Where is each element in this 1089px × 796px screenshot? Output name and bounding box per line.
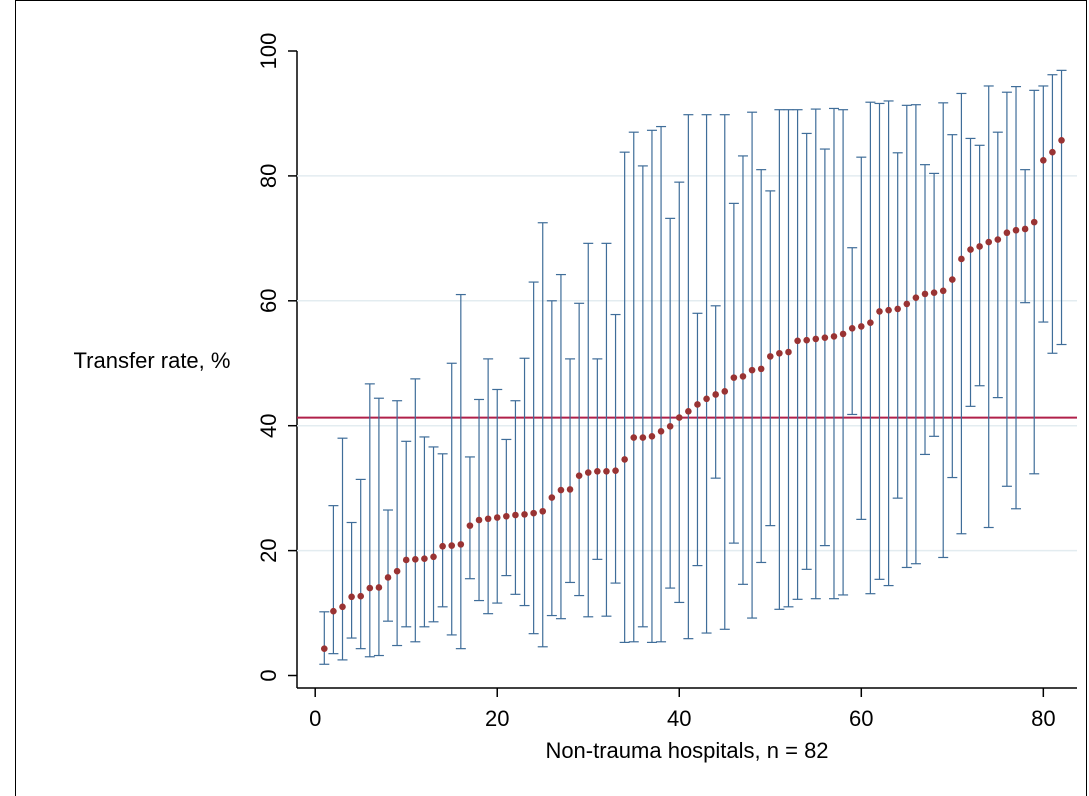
y-tick-label: 60 — [256, 289, 281, 313]
point — [612, 467, 619, 474]
point — [457, 541, 465, 548]
point — [448, 542, 456, 549]
point — [703, 395, 710, 403]
point — [330, 607, 337, 615]
point — [348, 593, 355, 601]
point — [876, 308, 883, 315]
point — [939, 287, 947, 295]
point — [484, 515, 492, 523]
point — [466, 522, 474, 529]
x-tick-label: 80 — [1031, 706, 1055, 731]
point — [794, 337, 801, 345]
point — [493, 514, 501, 521]
point — [603, 467, 610, 475]
point — [757, 365, 765, 373]
point — [685, 408, 692, 415]
y-tick-label: 80 — [256, 164, 281, 188]
point — [575, 472, 583, 479]
point — [421, 555, 428, 563]
point — [739, 373, 747, 380]
point — [630, 434, 638, 441]
point — [1030, 218, 1038, 226]
point — [594, 467, 601, 475]
x-axis-label: Non-trauma hospitals, n = 82 — [545, 738, 828, 763]
point — [903, 300, 911, 308]
point — [1012, 226, 1020, 234]
point — [912, 294, 920, 301]
x-tick-label: 0 — [309, 706, 321, 731]
point — [1058, 137, 1065, 144]
point — [475, 516, 483, 524]
point — [848, 324, 856, 332]
y-tick-label: 40 — [256, 413, 281, 437]
point — [539, 507, 547, 515]
point — [776, 349, 783, 357]
y-tick-label: 100 — [256, 33, 281, 70]
point — [1021, 225, 1029, 233]
point — [985, 238, 993, 246]
point — [885, 306, 892, 314]
point — [657, 428, 665, 435]
x-tick-label: 60 — [849, 706, 873, 731]
point — [839, 330, 847, 338]
point — [949, 276, 956, 283]
x-tick-label: 20 — [485, 706, 509, 731]
point — [339, 603, 346, 611]
point — [976, 243, 983, 250]
point — [430, 553, 437, 561]
point — [648, 433, 656, 440]
point — [803, 336, 810, 344]
point — [548, 494, 556, 501]
y-axis-label: Transfer rate, % — [74, 348, 231, 373]
point — [393, 567, 401, 575]
point — [521, 511, 528, 518]
point — [766, 353, 774, 360]
point — [321, 645, 328, 652]
point — [1049, 148, 1056, 156]
point — [694, 401, 701, 408]
point — [785, 348, 792, 356]
point — [748, 366, 756, 374]
point — [384, 574, 392, 581]
point — [921, 290, 929, 298]
point — [566, 486, 574, 493]
y-tick-label: 0 — [256, 669, 281, 681]
point — [812, 335, 820, 343]
point — [867, 319, 874, 326]
point — [503, 512, 510, 520]
point — [967, 246, 974, 253]
point — [830, 333, 838, 340]
point — [712, 391, 719, 398]
point — [557, 486, 565, 494]
point — [639, 434, 647, 441]
point — [512, 511, 519, 519]
point — [375, 584, 383, 591]
y-tick-label: 20 — [256, 538, 281, 562]
point — [530, 509, 537, 517]
point — [857, 323, 865, 330]
point — [894, 305, 902, 313]
point — [666, 423, 674, 430]
point — [402, 556, 410, 564]
point — [357, 592, 365, 600]
point — [584, 469, 592, 476]
point — [412, 556, 419, 563]
point — [994, 236, 1002, 243]
point — [730, 374, 738, 381]
point — [721, 388, 729, 395]
point — [439, 542, 446, 550]
x-tick-label: 40 — [667, 706, 691, 731]
point — [1040, 156, 1047, 164]
point — [930, 289, 938, 296]
point — [675, 414, 683, 421]
point — [1003, 229, 1011, 237]
point — [958, 255, 965, 263]
frame — [15, 0, 1087, 796]
point — [366, 584, 374, 592]
point — [621, 456, 628, 463]
point — [821, 334, 829, 341]
